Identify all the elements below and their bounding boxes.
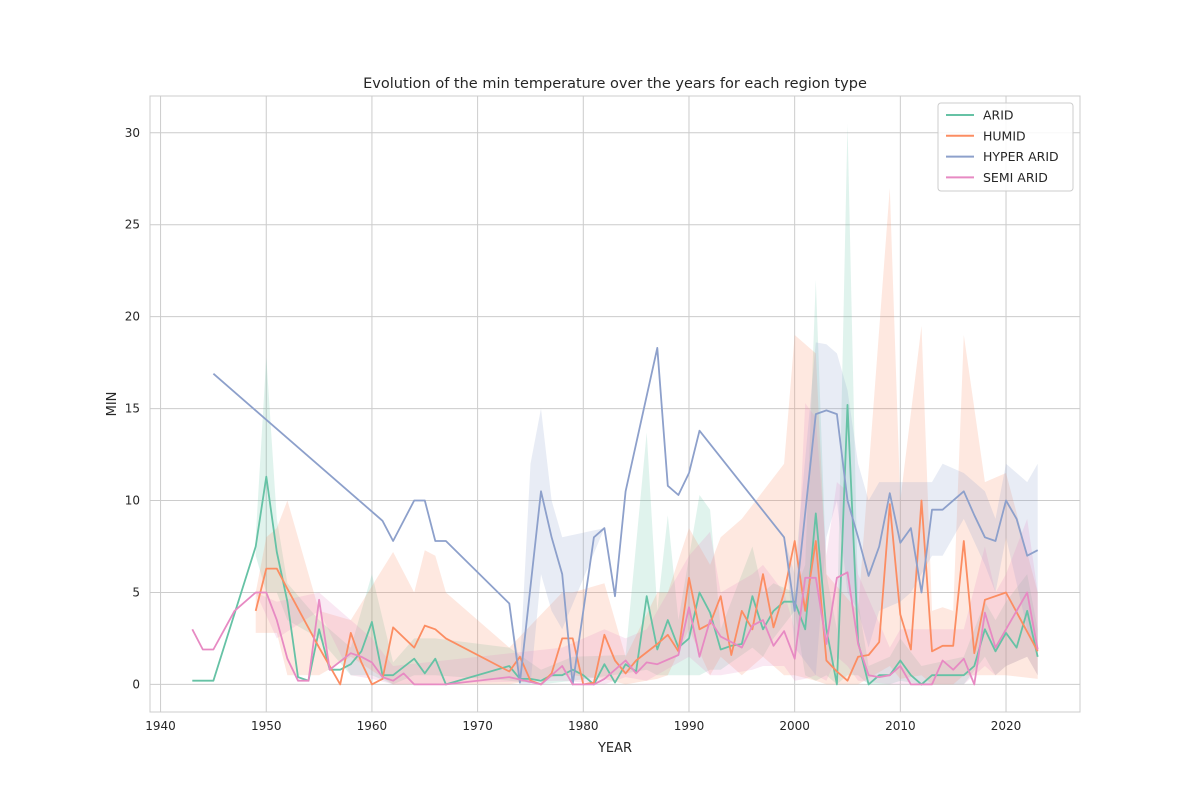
x-tick-label: 1950	[251, 719, 282, 733]
plot-area	[149, 95, 1081, 713]
legend-label-humid: HUMID	[983, 128, 1026, 143]
x-tick-label: 2020	[991, 719, 1022, 733]
legend-label-arid: ARID	[983, 108, 1014, 123]
y-axis-label: MIN	[105, 392, 120, 417]
x-tick-label: 1970	[462, 719, 493, 733]
legend-label-semi-arid: SEMI ARID	[983, 170, 1048, 185]
x-tick-label: 1980	[568, 719, 599, 733]
legend-label-hyper-arid: HYPER ARID	[983, 149, 1059, 164]
semi-arid-ci-band	[255, 403, 1038, 685]
y-tick-label: 10	[125, 494, 140, 508]
legend: ARID HUMID HYPER ARID SEMI ARID	[937, 102, 1074, 192]
x-tick-label: 2000	[779, 719, 810, 733]
humid-series-line	[254, 499, 1039, 686]
x-tick-label: 1940	[145, 719, 176, 733]
y-tick-label: 30	[125, 126, 140, 140]
semi-arid-series-line	[191, 571, 1039, 686]
chart-title: Evolution of the min temperature over th…	[363, 76, 867, 92]
x-tick-labels: 1940 1950 1960 1970 1980 1990 2000 2010 2020	[145, 719, 1021, 733]
y-tick-label: 5	[132, 585, 140, 599]
x-tick-label: 1960	[357, 719, 388, 733]
y-tick-label: 25	[125, 218, 140, 232]
x-tick-label: 1990	[674, 719, 705, 733]
x-axis-label: YEAR	[597, 741, 632, 756]
series-lines	[191, 346, 1039, 686]
y-tick-label: 15	[125, 402, 140, 416]
legend-box	[937, 102, 1074, 192]
y-tick-label: 20	[125, 310, 140, 324]
humid-ci-band	[255, 187, 1038, 685]
y-tick-label: 0	[132, 677, 140, 691]
hyper-arid-series-line	[212, 346, 1039, 686]
x-tick-label: 2010	[885, 719, 916, 733]
y-tick-labels: 0 5 10 15 20 25 30	[125, 126, 140, 692]
